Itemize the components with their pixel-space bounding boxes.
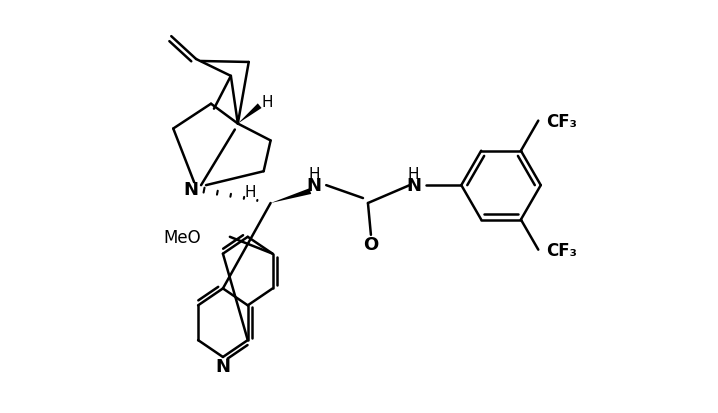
Text: CF₃: CF₃ [546, 112, 577, 131]
Text: H: H [408, 166, 419, 181]
Text: N: N [406, 177, 421, 195]
Text: H: H [309, 166, 320, 181]
Text: O: O [363, 235, 378, 253]
Text: N: N [307, 177, 322, 195]
Polygon shape [238, 104, 261, 124]
Text: H: H [262, 95, 274, 110]
Text: N: N [215, 357, 230, 375]
Polygon shape [271, 189, 311, 204]
Text: H: H [245, 184, 256, 199]
Text: CF₃: CF₃ [546, 241, 577, 259]
Text: MeO: MeO [164, 228, 201, 246]
Text: N: N [184, 180, 199, 199]
